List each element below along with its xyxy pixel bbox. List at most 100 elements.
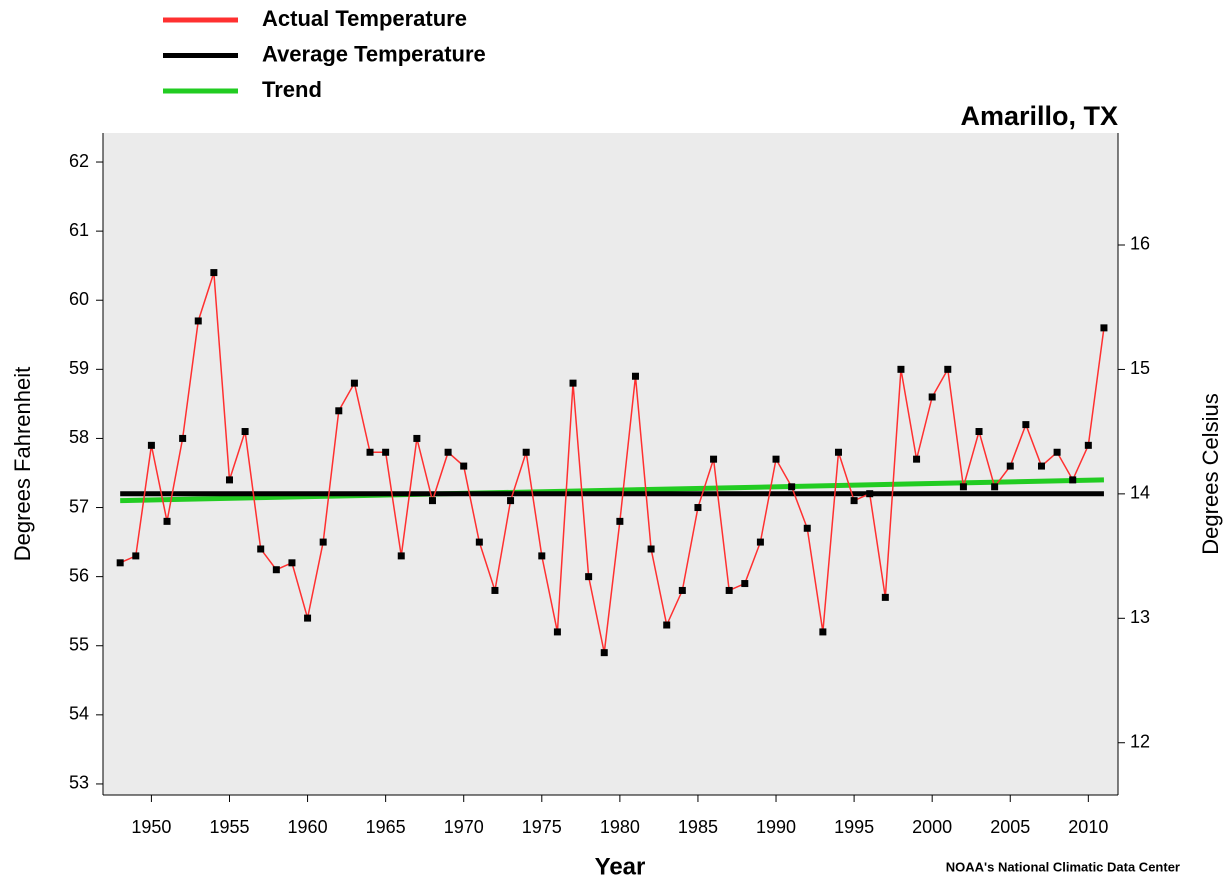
- data-point: [569, 379, 577, 387]
- y-axis-label: Degrees Fahrenheit: [10, 367, 35, 561]
- data-point: [678, 586, 686, 594]
- data-point: [179, 434, 187, 442]
- data-point: [694, 504, 702, 512]
- data-point: [772, 455, 780, 463]
- data-point: [507, 497, 515, 505]
- y-tick-label: 56: [69, 565, 89, 585]
- y-tick-label: 54: [69, 704, 89, 724]
- data-point: [913, 455, 921, 463]
- data-point: [663, 621, 671, 629]
- x-tick-label: 1985: [678, 817, 718, 837]
- source-note: NOAA's National Climatic Data Center: [946, 859, 1180, 874]
- data-point: [1053, 448, 1061, 456]
- y-tick-label: 59: [69, 358, 89, 378]
- data-point: [819, 628, 827, 636]
- y-tick-label: 61: [69, 220, 89, 240]
- data-point: [741, 580, 749, 588]
- data-point: [803, 524, 811, 532]
- series-line: [120, 477, 1105, 504]
- y2-tick-label: 14: [1130, 483, 1150, 503]
- data-point: [475, 538, 483, 546]
- x-tick-label: 1955: [209, 817, 249, 837]
- data-point: [538, 552, 546, 560]
- y-tick-label: 62: [69, 151, 89, 171]
- data-point: [553, 628, 561, 636]
- y2-tick-label: 12: [1130, 731, 1150, 751]
- y2-tick-label: 15: [1130, 358, 1150, 378]
- x-tick-label: 1995: [834, 817, 874, 837]
- data-point: [710, 455, 718, 463]
- data-point: [319, 538, 327, 546]
- data-point: [382, 448, 390, 456]
- series-line: [119, 272, 1105, 653]
- y-tick-label: 57: [69, 496, 89, 516]
- legend-label: Actual Temperature: [262, 6, 467, 31]
- x-tick-label: 1965: [366, 817, 406, 837]
- data-point: [428, 497, 436, 505]
- y-tick-label: 60: [69, 289, 89, 309]
- data-point: [288, 559, 296, 567]
- legend-label: Average Temperature: [262, 41, 486, 66]
- y2-tick-label: 13: [1130, 607, 1150, 627]
- data-point: [788, 483, 796, 491]
- data-point: [944, 365, 952, 373]
- legend-label: Trend: [262, 77, 322, 102]
- y-tick-label: 55: [69, 634, 89, 654]
- data-point: [491, 586, 499, 594]
- data-point: [1022, 421, 1030, 429]
- data-point: [631, 372, 639, 380]
- data-point: [132, 552, 140, 560]
- data-point: [959, 483, 967, 491]
- data-point: [366, 448, 374, 456]
- data-point: [272, 566, 280, 574]
- x-tick-label: 1950: [131, 817, 171, 837]
- x-tick-label: 1980: [600, 817, 640, 837]
- data-point: [850, 497, 858, 505]
- data-point: [975, 428, 983, 436]
- y2-axis-label: Degrees Celsius: [1198, 393, 1223, 554]
- data-point: [116, 559, 124, 567]
- x-tick-label: 1975: [522, 817, 562, 837]
- data-point: [1006, 462, 1014, 470]
- data-point: [647, 545, 655, 553]
- y-tick-label: 53: [69, 773, 89, 793]
- data-point: [522, 448, 530, 456]
- data-point: [397, 552, 405, 560]
- data-point: [1084, 441, 1092, 449]
- data-point: [413, 434, 421, 442]
- data-point: [225, 476, 233, 484]
- plot-area: [103, 133, 1118, 795]
- data-point: [725, 586, 733, 594]
- x-tick-label: 1970: [444, 817, 484, 837]
- x-tick-label: 2005: [990, 817, 1030, 837]
- x-tick-label: 2000: [912, 817, 952, 837]
- x-tick-label: 2010: [1068, 817, 1108, 837]
- data-point: [1100, 324, 1108, 332]
- data-point: [460, 462, 468, 470]
- chart-title: Amarillo, TX: [960, 101, 1118, 131]
- data-point: [834, 448, 842, 456]
- data-point: [163, 517, 171, 525]
- data-point: [616, 517, 624, 525]
- data-point: [991, 483, 999, 491]
- data-point: [304, 614, 312, 622]
- data-point: [147, 441, 155, 449]
- y-tick-label: 58: [69, 427, 89, 447]
- data-point: [350, 379, 358, 387]
- data-point: [866, 490, 874, 498]
- data-point: [881, 593, 889, 601]
- data-point: [194, 317, 202, 325]
- data-point: [756, 538, 764, 546]
- x-tick-label: 1960: [288, 817, 328, 837]
- data-point: [1069, 476, 1077, 484]
- data-point: [210, 269, 218, 277]
- data-point: [241, 428, 249, 436]
- data-point: [928, 393, 936, 401]
- data-point: [585, 573, 593, 581]
- data-point: [600, 649, 608, 657]
- data-point: [444, 448, 452, 456]
- x-tick-label: 1990: [756, 817, 796, 837]
- data-point: [897, 365, 905, 373]
- data-point: [257, 545, 265, 553]
